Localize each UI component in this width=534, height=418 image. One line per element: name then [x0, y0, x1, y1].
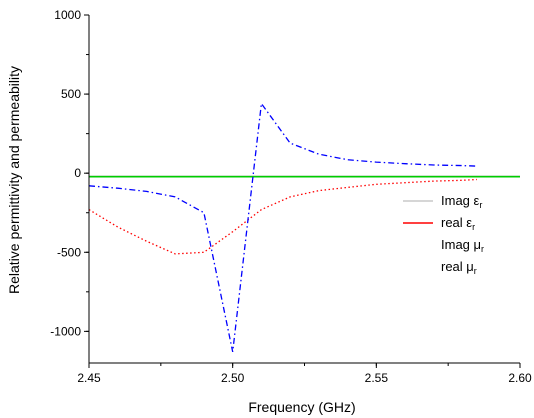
legend-label: real μr	[441, 259, 477, 276]
axes-layer: 2.45 2.50 2.55 2.60 -1000 -500 0 500 1000	[50, 8, 532, 385]
legend-entry-3: Imag μr	[441, 237, 484, 254]
legend-entry-1: Imag εr	[403, 193, 482, 210]
x-tick-label: 2.55	[365, 371, 389, 385]
x-tick-label: 2.45	[77, 371, 101, 385]
legend-label: real εr	[441, 215, 475, 232]
y-tick-label: 1000	[54, 8, 81, 22]
y-tick-label: -1000	[50, 324, 81, 338]
legend-label: Imag εr	[441, 193, 482, 210]
series-layer	[88, 101, 520, 353]
legend-entry-4: real μr	[441, 259, 477, 276]
legend-label: Imag μr	[441, 237, 484, 254]
y-axis-title: Relative permittivity and permeability	[6, 66, 22, 294]
series-line-4	[88, 101, 477, 353]
legend: Imag εr real εr Imag μr real μr	[403, 193, 484, 276]
x-tick-label: 2.50	[221, 371, 245, 385]
x-axis-title: Frequency (GHz)	[248, 399, 355, 415]
legend-entry-2: real εr	[403, 215, 475, 232]
x-tick-label: 2.60	[508, 371, 532, 385]
y-tick-label: 500	[61, 87, 81, 101]
series-line-2	[88, 178, 477, 255]
y-tick-label: 0	[74, 166, 81, 180]
y-tick-label: -500	[57, 245, 81, 259]
